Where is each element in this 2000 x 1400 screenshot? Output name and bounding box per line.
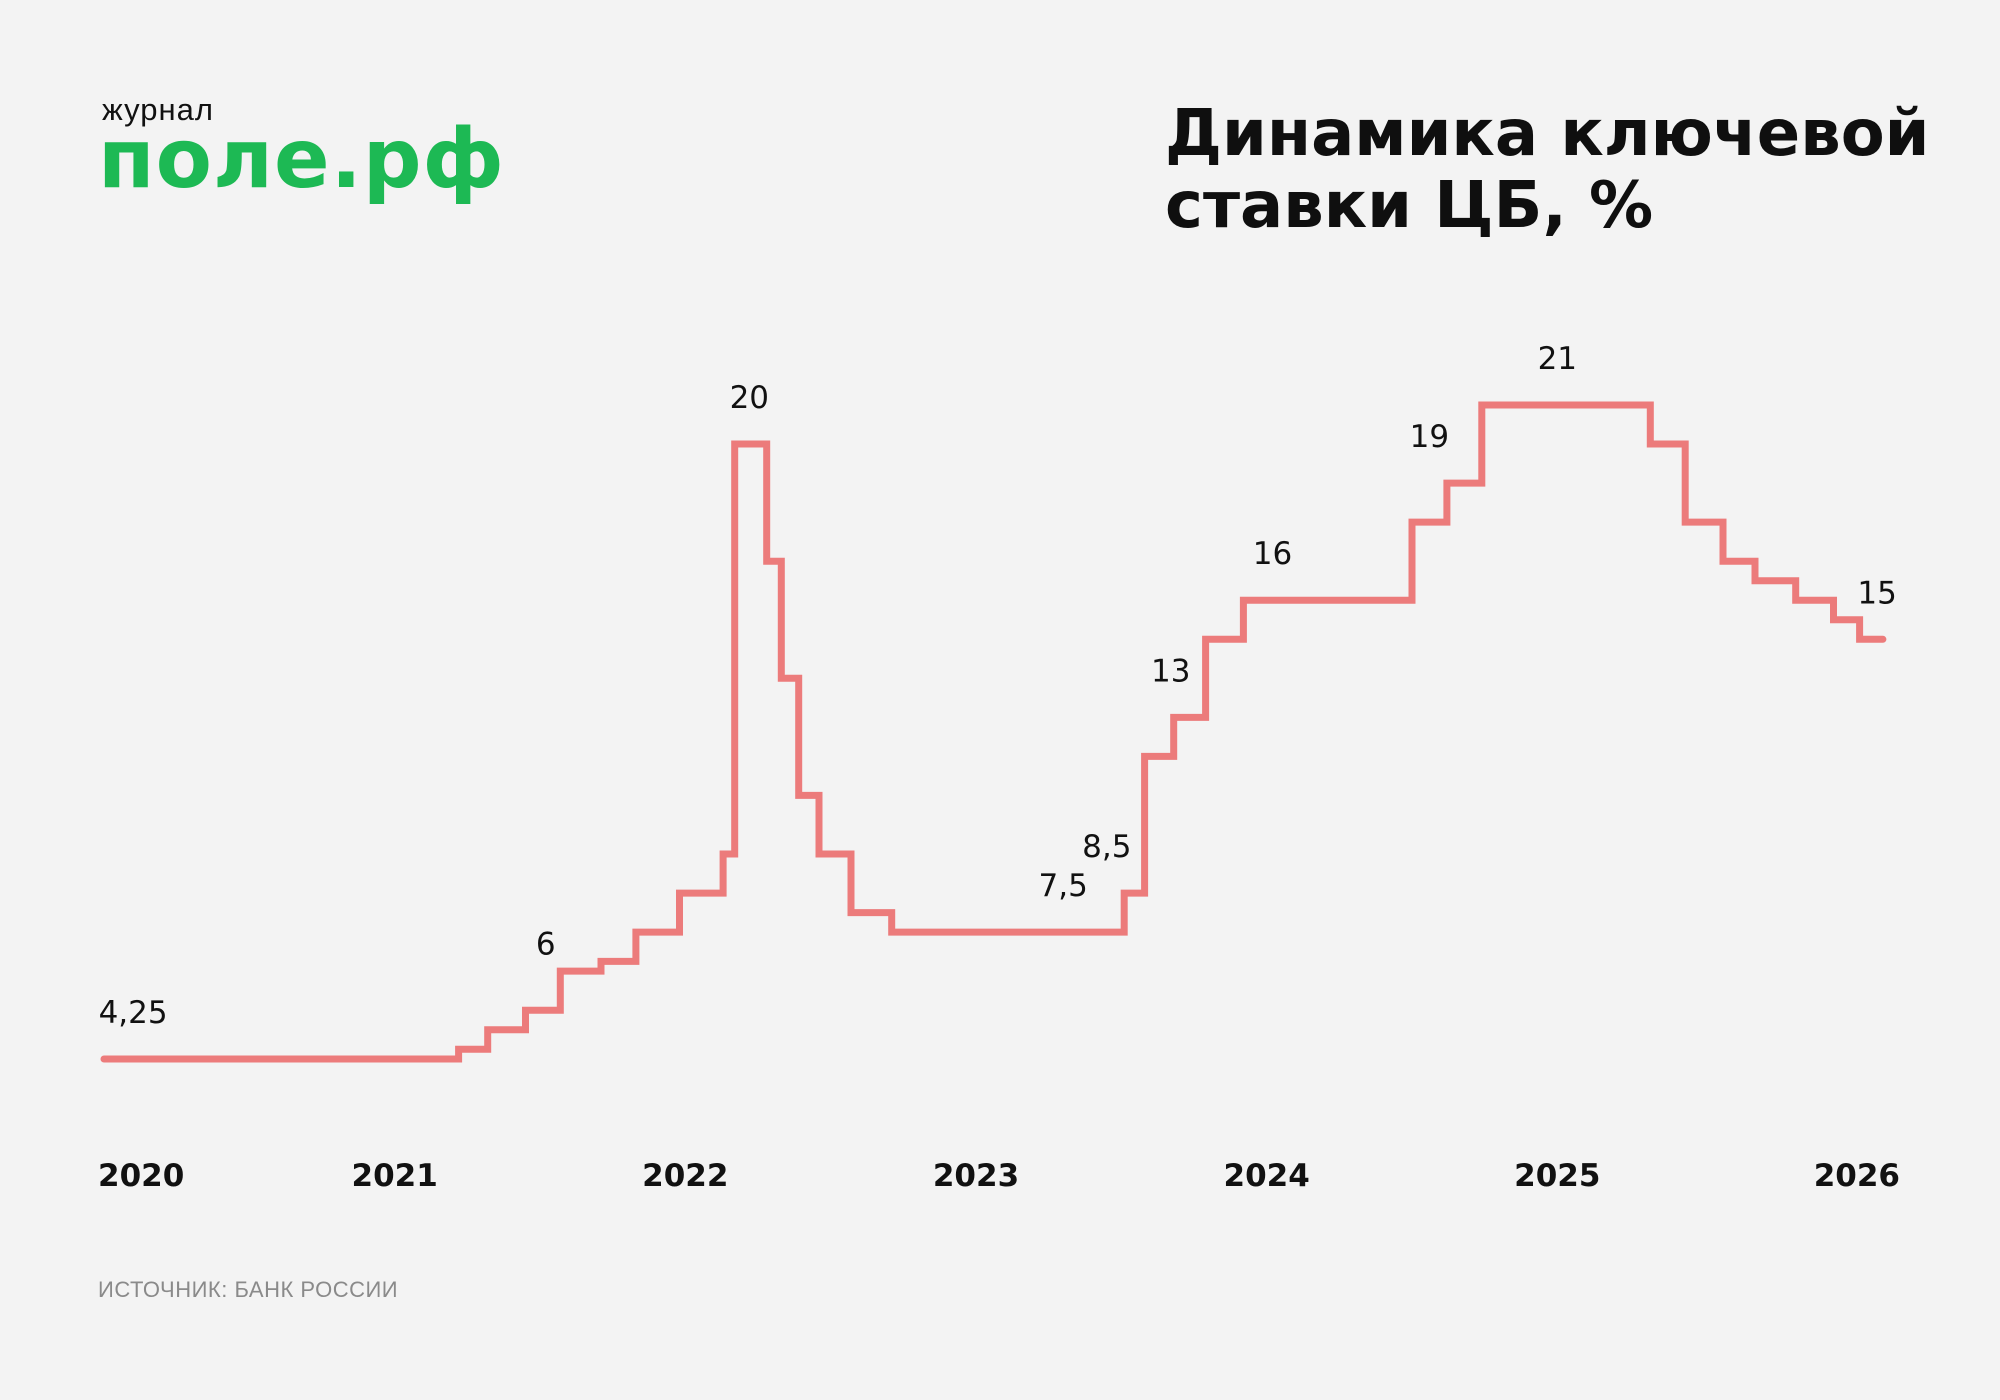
value-label: 20 <box>730 380 769 416</box>
x-axis-ticks: 2020 2021 2022 2023 2024 2025 2026 <box>98 1158 1900 1194</box>
x-tick-label: 2026 <box>1814 1158 1900 1194</box>
value-label: 15 <box>1857 575 1896 611</box>
value-label: 8,5 <box>1082 829 1131 865</box>
chart-title-line-2: ставки ЦБ, % <box>1165 169 1654 243</box>
value-label: 16 <box>1253 536 1292 572</box>
source-note: ИСТОЧНИК: БАНК РОССИИ <box>98 1277 399 1302</box>
x-tick-label: 2021 <box>352 1158 438 1194</box>
logo-main-text: поле.рф <box>98 112 505 207</box>
value-labels: 4,25 6 20 7,58,5 13 16 19 21 15 <box>99 341 1897 1031</box>
series-layer <box>100 401 1887 1063</box>
x-tick-label: 2024 <box>1224 1158 1310 1194</box>
x-tick-label: 2025 <box>1514 1158 1600 1194</box>
value-label: 19 <box>1410 419 1449 455</box>
value-label: 6 <box>536 927 556 963</box>
x-tick-label: 2023 <box>933 1158 1019 1194</box>
logo-small-text: журнал <box>102 92 214 127</box>
value-label: 7,5 <box>1039 868 1088 904</box>
key-rate-line <box>100 401 1887 1063</box>
chart-title-line-1: Динамика ключевой <box>1165 97 1930 171</box>
value-label: 13 <box>1151 653 1190 689</box>
value-label: 21 <box>1538 341 1577 377</box>
x-tick-label: 2020 <box>98 1158 184 1194</box>
x-tick-label: 2022 <box>642 1158 728 1194</box>
chart-title: Динамика ключевой ставки ЦБ, % <box>1165 98 1965 242</box>
value-label: 4,25 <box>99 995 168 1031</box>
